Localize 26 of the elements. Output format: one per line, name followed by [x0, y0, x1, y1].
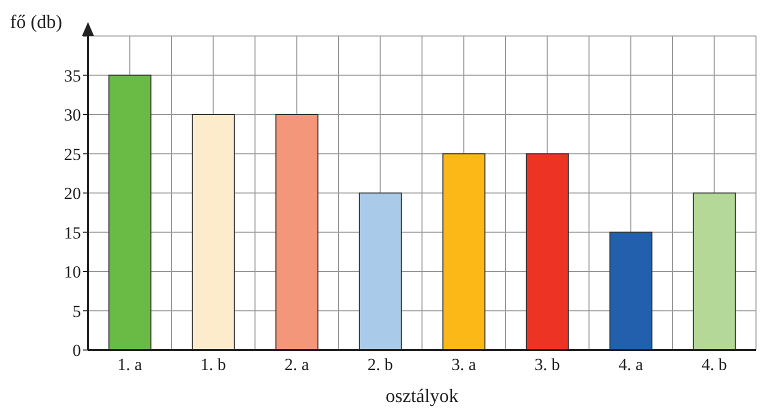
y-tick-label: 15	[64, 223, 81, 242]
y-tick-label: 5	[72, 302, 81, 321]
y-tick-label: 25	[64, 144, 81, 164]
x-axis-title: osztályok	[386, 386, 459, 407]
y-tick-label: 10	[64, 262, 81, 282]
y-tick-label: 35	[64, 66, 81, 86]
bar	[442, 153, 486, 350]
bar	[192, 114, 235, 350]
bar	[692, 192, 736, 350]
x-tick-label: 4. a	[618, 355, 644, 374]
y-tick-label: 20	[64, 184, 81, 204]
x-tick-label: 2. a	[284, 355, 310, 374]
x-tick-label: 1. b	[200, 355, 226, 374]
y-axis-title: fő (db)	[10, 12, 62, 34]
x-tick-label: 3. a	[451, 355, 476, 374]
bar	[526, 153, 569, 350]
x-tick-label: 4. b	[702, 355, 727, 374]
y-tick-label: 30	[64, 106, 81, 125]
x-tick-label: 1. a	[117, 355, 142, 374]
bar	[358, 192, 402, 350]
bar	[275, 114, 318, 350]
bar	[108, 74, 152, 350]
y-tick-label: 0	[72, 341, 81, 360]
x-tick-label: 2. b	[368, 355, 393, 374]
x-tick-label: 3. b	[534, 355, 560, 374]
bar	[609, 232, 652, 350]
